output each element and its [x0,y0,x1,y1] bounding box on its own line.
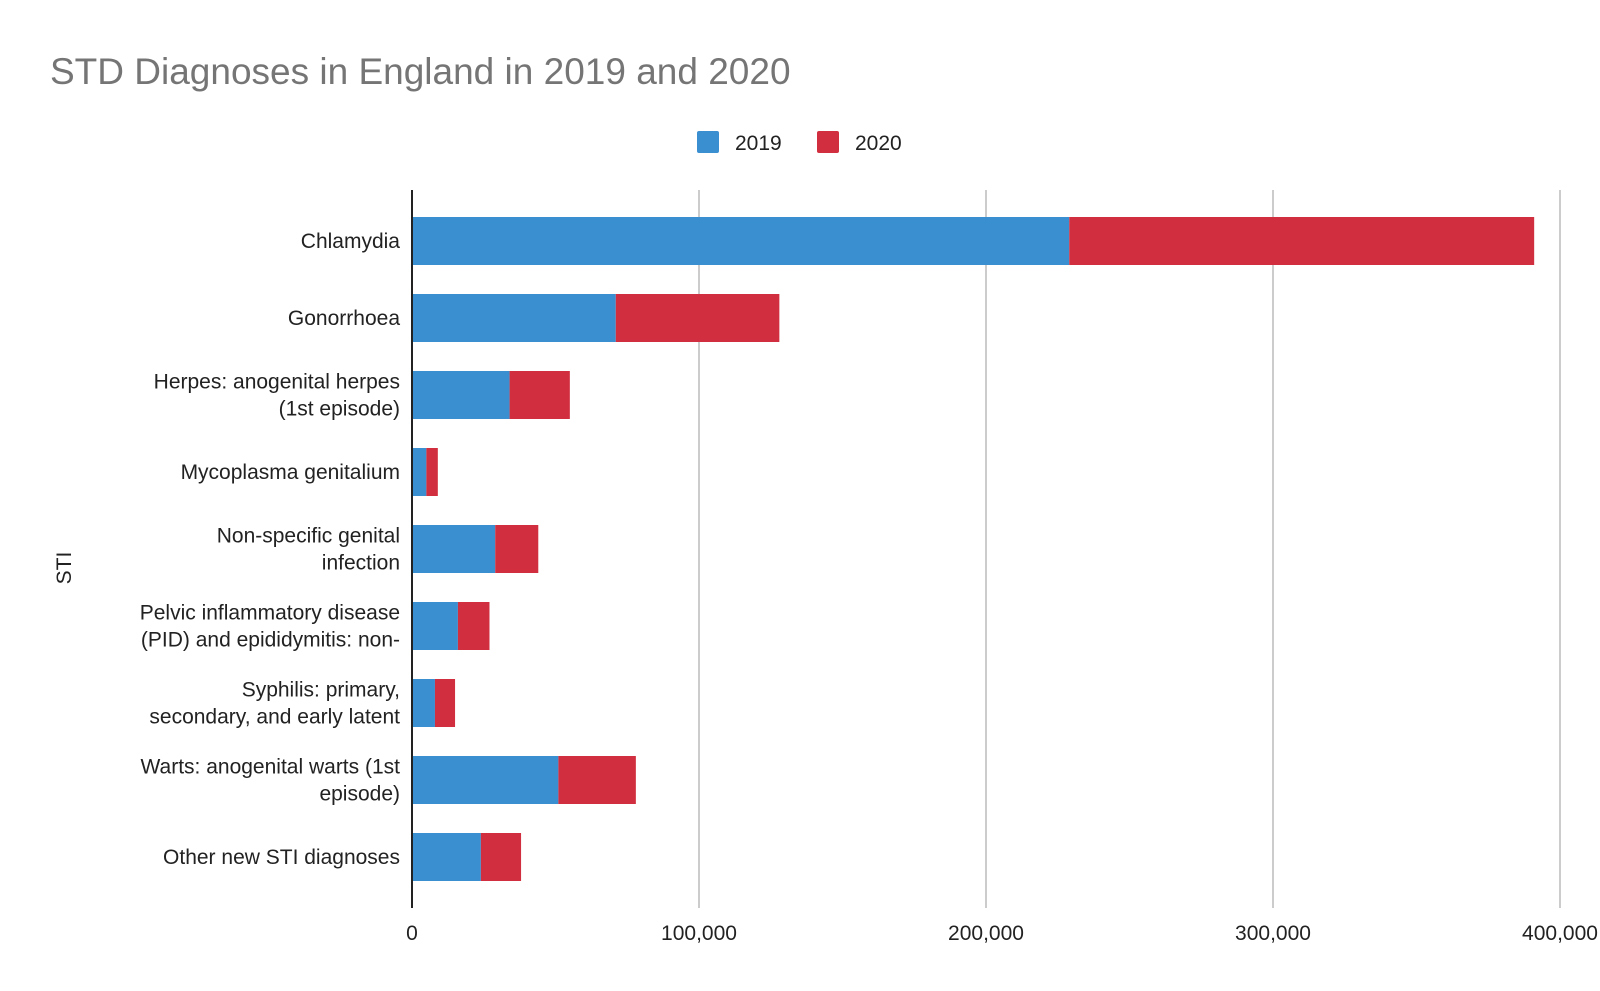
bar-2020-5 [457,602,490,650]
bar-2019-2 [412,371,510,419]
bar-2020-0 [1069,217,1535,265]
category-label-6: Syphilis: primary, secondary, and early l… [149,679,400,729]
bar-2019-4 [412,525,496,573]
category-label-line: secondary, and early latent [149,706,400,729]
bar-2020-4 [495,525,539,573]
category-label-line: Syphilis: primary, [242,679,400,702]
bar-2019-0 [412,217,1070,265]
legend-label-2019: 2019 [735,132,782,155]
category-label-line: Warts: anogenital warts (1st [141,756,401,779]
category-label-line: Non-specific genital [217,525,400,548]
category-label-0: Chlamydia [301,230,401,253]
legend-label-2020: 2020 [855,132,902,155]
legend-swatch-2020 [817,131,839,153]
category-label-line: (PID) and epididymitis: non- [141,629,400,652]
category-label-2: Herpes: anogenital herpes (1st episode) [154,371,400,421]
y-axis-title: STI [53,552,76,585]
bar-2020-1 [615,294,780,342]
category-label-line: Chlamydia [301,230,401,253]
category-label-7: Warts: anogenital warts (1st episode) [141,756,401,806]
bar-2020-8 [480,833,522,881]
category-label-8: Other new STI diagnoses [163,846,400,869]
bars [412,217,1535,881]
x-tick-label-2: 200,000 [948,922,1024,945]
legend-swatch-2019 [697,131,719,153]
category-label-line: (1st episode) [279,398,400,421]
bar-2020-6 [434,679,456,727]
category-label-line: episode) [319,783,400,806]
legend: 2019 2020 [697,131,902,155]
category-label-line: Gonorrhoea [288,307,400,330]
category-label-line: Herpes: anogenital herpes [154,371,400,394]
bar-2019-6 [412,679,435,727]
category-label-line: Mycoplasma genitalium [181,461,400,484]
bar-2019-3 [412,448,427,496]
category-label-3: Mycoplasma genitalium [181,461,400,484]
bar-2020-7 [558,756,636,804]
x-tick-label-0: 0 [406,922,418,945]
bar-2019-7 [412,756,559,804]
category-label-4: Non-specific genital infection [217,525,400,575]
x-tick-label-1: 100,000 [661,922,737,945]
bar-2020-2 [509,371,570,419]
x-tick-label-4: 400,000 [1522,922,1598,945]
category-label-line: infection [322,552,400,575]
x-tick-label-3: 300,000 [1235,922,1311,945]
x-axis-tick-labels: 0 100,000 200,000 300,000 400,000 [406,922,1598,945]
bar-2020-3 [426,448,438,496]
category-label-5: Pelvic inflammatory disease (PID) and epi… [140,602,400,652]
y-axis-category-labels: Chlamydia Gonorrhoea Herpes: anogenital he… [140,230,401,869]
category-label-1: Gonorrhoea [288,307,400,330]
bar-2019-8 [412,833,481,881]
bar-2019-1 [412,294,616,342]
category-label-line: Other new STI diagnoses [163,846,400,869]
category-label-line: Pelvic inflammatory disease [140,602,400,625]
chart-title: STD Diagnoses in England in 2019 and 202… [50,51,791,92]
bar-2019-5 [412,602,458,650]
